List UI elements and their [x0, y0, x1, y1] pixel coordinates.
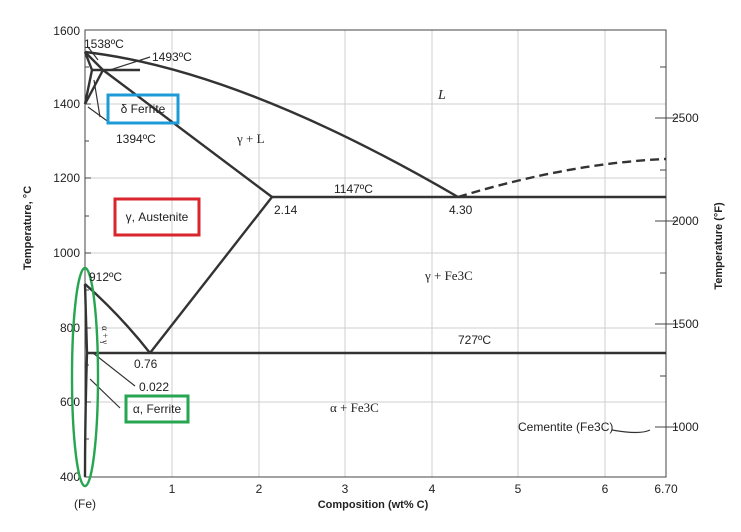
- annotation-912: 912ºC: [89, 270, 122, 284]
- y-left-tick-labels: 400 600 800 1000 1200 1400 1600: [53, 24, 80, 484]
- y-tick-1400: 1400: [53, 97, 80, 111]
- a3-line: [84, 283, 151, 354]
- annotation-1538: 1538ºC: [84, 37, 124, 51]
- x-tick-3: 3: [342, 482, 349, 496]
- delta-ferrite-label: δ Ferrite: [121, 102, 166, 116]
- austenite-box: [113, 197, 201, 237]
- phase-alpha-gamma: α + γ: [100, 326, 110, 344]
- y-right-tick-2500: 2500: [672, 111, 699, 125]
- y-right-tick-1500: 1500: [672, 317, 699, 331]
- phase-gamma-liquid: γ + L: [236, 131, 265, 146]
- x-tick-labels: (Fe) 1 2 3 4 5 6 6.70: [74, 482, 678, 511]
- x-tick-fe: (Fe): [74, 497, 96, 511]
- y-right-tick-1000: 1000: [672, 420, 699, 434]
- austenite-label: γ, Austenite: [126, 210, 189, 224]
- delta-gamma-lower: [83, 69, 105, 105]
- liquidus-cementite-dashed: [457, 157, 667, 199]
- y-axis-left-title: Temperature, °C: [22, 186, 34, 270]
- y-right-tick-labels: 1000 1500 2000 2500: [672, 111, 699, 434]
- x-tick-4: 4: [429, 482, 436, 496]
- x-tick-5: 5: [515, 482, 522, 496]
- annotation-0-022: 0.022: [139, 380, 169, 394]
- phase-boundaries: [83, 50, 667, 478]
- alpha-ferrite-label: α, Ferrite: [133, 402, 182, 416]
- alpha-ferrite-box: [124, 394, 190, 424]
- y-right-tick-2000: 2000: [672, 214, 699, 228]
- x-tick-6: 6: [602, 482, 609, 496]
- solidus-gamma-line: [102, 69, 273, 198]
- alpha-solvus: [83, 352, 89, 478]
- y-tick-800: 800: [60, 321, 80, 335]
- annotation-4-30: 4.30: [449, 203, 473, 217]
- annotation-1493: 1493ºC: [152, 50, 192, 64]
- annotation-1394: 1394ºC: [116, 132, 156, 146]
- y-tick-600: 600: [60, 395, 80, 409]
- y-tick-400: 400: [60, 470, 80, 484]
- x-tick-1: 1: [169, 482, 176, 496]
- phase-liquid: L: [437, 88, 446, 103]
- annotation-1147: 1147ºC: [334, 182, 373, 196]
- y-tick-1000: 1000: [53, 246, 80, 260]
- x-axis-title: Composition (wt% C): [318, 499, 429, 511]
- annotation-2-14: 2.14: [274, 203, 298, 217]
- delta-gamma-upper: [83, 69, 94, 105]
- annotation-727: 727ºC: [458, 333, 491, 347]
- phase-alpha-fe3c: α + Fe3C: [330, 400, 379, 415]
- annotation-cementite: Cementite (Fe3C): [518, 420, 613, 434]
- liquidus-gamma-curve: [84, 50, 459, 199]
- delta-solidus: [83, 51, 94, 71]
- alpha-gamma-boundary: [83, 283, 89, 354]
- x-tick-2: 2: [256, 482, 263, 496]
- gridlines: [85, 30, 666, 477]
- x-tick-670: 6.70: [654, 482, 678, 496]
- y-tick-1600: 1600: [53, 24, 80, 38]
- phase-gamma-fe3c: γ + Fe3C: [424, 268, 473, 283]
- delta-liquidus: [84, 51, 104, 71]
- acm-line: [149, 196, 273, 354]
- leader-lines: [87, 46, 651, 434]
- annotation-0-76: 0.76: [134, 357, 158, 371]
- alpha-region-highlight: [70, 266, 100, 488]
- delta-ferrite-box: [106, 93, 180, 125]
- y-axis-right-title: Temperature (°F): [713, 202, 725, 290]
- y-tick-1200: 1200: [53, 171, 80, 185]
